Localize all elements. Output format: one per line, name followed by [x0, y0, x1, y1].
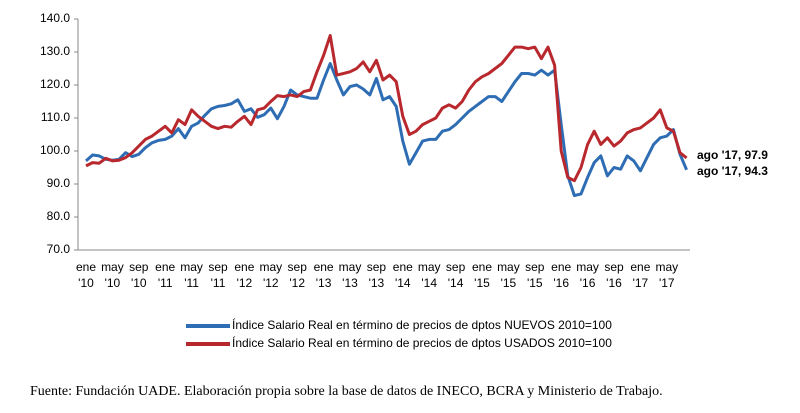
x-tick-label: '12 — [289, 276, 305, 290]
x-tick-label: '16 — [553, 276, 569, 290]
legend-label: Índice Salario Real en término de precio… — [232, 317, 612, 332]
x-tick-label: sep — [446, 260, 466, 274]
x-tick-label: may — [576, 260, 599, 274]
x-tick-label: sep — [288, 260, 308, 274]
x-tick-label: sep — [208, 260, 228, 274]
x-tick-label: '17 — [659, 276, 675, 290]
x-tick-label: ene — [393, 260, 413, 274]
legend-label: Índice Salario Real en término de precio… — [232, 335, 612, 350]
x-tick-label: '15 — [474, 276, 490, 290]
x-tick-label: '16 — [580, 276, 596, 290]
x-tick-label: sep — [129, 260, 149, 274]
x-tick-label: '13 — [316, 276, 332, 290]
x-tick-label: sep — [604, 260, 624, 274]
x-tick-label: '12 — [237, 276, 253, 290]
y-tick-label: 130.0 — [40, 44, 70, 58]
x-tick-label: '13 — [369, 276, 385, 290]
x-tick-label: may — [339, 260, 362, 274]
series-line — [85, 34, 688, 183]
x-tick-label: '10 — [105, 276, 121, 290]
x-tick-label: sep — [367, 260, 387, 274]
x-tick-label: ene — [155, 260, 175, 274]
x-tick-label: may — [180, 260, 203, 274]
x-tick-label: '15 — [501, 276, 517, 290]
x-tick-label: ene — [234, 260, 254, 274]
x-tick-label: sep — [525, 260, 545, 274]
x-tick-label: ene — [551, 260, 571, 274]
source-note: Fuente: Fundación UADE. Elaboración prop… — [30, 384, 663, 399]
x-tick-label: ene — [76, 260, 96, 274]
x-tick-label: ene — [630, 260, 650, 274]
series-line — [85, 62, 688, 198]
y-tick-label: 100.0 — [40, 143, 70, 157]
x-tick-label: may — [497, 260, 520, 274]
annotation: ago '17, 97.9 — [697, 148, 768, 162]
x-tick-label: '11 — [211, 276, 226, 290]
x-tick-label: '14 — [421, 276, 437, 290]
x-tick-label: may — [259, 260, 282, 274]
x-tick-label: may — [101, 260, 124, 274]
y-tick-label: 80.0 — [47, 209, 71, 223]
x-tick-label: may — [655, 260, 678, 274]
x-tick-label: ene — [472, 260, 492, 274]
x-tick-label: '14 — [395, 276, 411, 290]
x-tick-label: '12 — [263, 276, 279, 290]
x-tick-label: ene — [314, 260, 334, 274]
x-tick-label: '14 — [448, 276, 464, 290]
y-tick-label: 110.0 — [41, 110, 70, 124]
annotation: ago '17, 94.3 — [697, 164, 768, 178]
x-tick-label: '10 — [78, 276, 94, 290]
y-tick-label: 70.0 — [47, 242, 71, 256]
x-tick-label: '13 — [342, 276, 358, 290]
x-tick-label: '17 — [633, 276, 649, 290]
y-tick-label: 140.0 — [40, 11, 70, 25]
x-tick-label: may — [418, 260, 441, 274]
x-tick-label: '10 — [131, 276, 147, 290]
x-tick-label: '11 — [158, 276, 173, 290]
x-tick-label: '15 — [527, 276, 543, 290]
x-tick-label: '16 — [606, 276, 622, 290]
x-tick-label: '11 — [184, 276, 199, 290]
y-tick-label: 90.0 — [47, 176, 71, 190]
y-tick-label: 120.0 — [40, 77, 70, 91]
